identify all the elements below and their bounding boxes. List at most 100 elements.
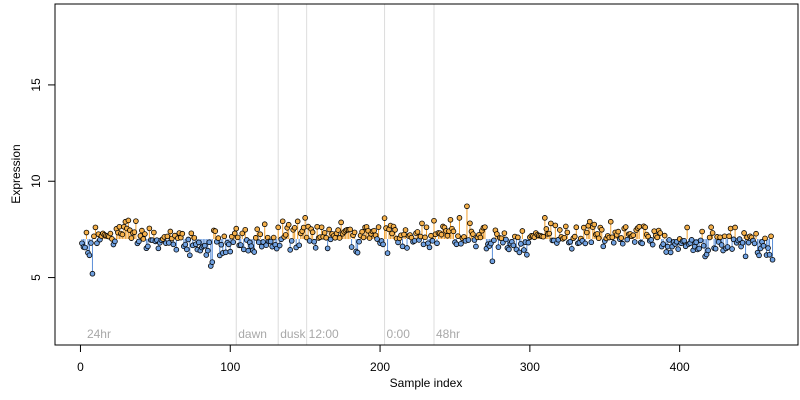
data-point xyxy=(324,245,331,252)
data-point xyxy=(515,234,521,241)
y-tick-label: 10 xyxy=(29,174,43,188)
data-point xyxy=(724,244,731,250)
data-point xyxy=(257,231,264,238)
data-point xyxy=(495,244,502,250)
data-point xyxy=(392,227,398,233)
data-point xyxy=(741,230,747,236)
annotation-label: 24hr xyxy=(87,327,111,341)
data-point xyxy=(663,249,669,255)
data-point xyxy=(453,241,460,248)
data-point xyxy=(411,238,418,244)
data-point xyxy=(318,224,325,231)
data-point xyxy=(598,226,605,233)
data-point xyxy=(768,233,774,240)
data-point xyxy=(667,249,674,256)
data-point xyxy=(708,224,714,231)
data-point xyxy=(338,219,344,226)
data-point xyxy=(510,242,517,249)
data-point xyxy=(648,237,654,243)
data-point xyxy=(252,235,259,241)
data-point xyxy=(607,218,614,225)
data-point xyxy=(727,225,734,232)
data-point xyxy=(380,241,386,248)
data-point xyxy=(546,230,553,237)
data-point xyxy=(489,258,496,265)
data-point xyxy=(182,241,189,248)
data-point xyxy=(89,270,96,277)
data-point xyxy=(684,224,690,231)
data-point xyxy=(374,236,380,242)
data-point xyxy=(234,234,241,241)
x-tick-label: 0 xyxy=(77,360,84,374)
data-point xyxy=(245,247,252,254)
data-point xyxy=(420,241,427,248)
data-point xyxy=(636,223,643,230)
data-point xyxy=(225,241,232,248)
data-point xyxy=(540,233,547,240)
data-point xyxy=(263,242,270,248)
data-point xyxy=(615,228,622,235)
data-point xyxy=(275,224,281,231)
x-axis-title: Sample index xyxy=(390,376,463,390)
data-point xyxy=(125,217,132,224)
data-point xyxy=(428,232,434,239)
data-point xyxy=(187,252,193,259)
data-point xyxy=(92,224,99,231)
data-point xyxy=(303,234,310,241)
data-point xyxy=(518,241,524,247)
data-point xyxy=(438,231,445,238)
data-point xyxy=(467,220,473,227)
data-point xyxy=(649,241,656,248)
data-point xyxy=(288,238,295,244)
data-point xyxy=(321,230,328,236)
data-point xyxy=(221,233,228,240)
data-point xyxy=(83,229,90,236)
data-point xyxy=(600,243,607,250)
data-point xyxy=(688,237,695,243)
data-point xyxy=(521,247,527,253)
data-point xyxy=(569,245,575,252)
data-point xyxy=(739,239,746,246)
data-point xyxy=(583,229,590,236)
data-point xyxy=(371,227,377,234)
x-tick-label: 300 xyxy=(520,360,540,374)
data-point xyxy=(287,247,293,253)
data-point xyxy=(404,245,410,251)
data-point xyxy=(112,238,118,245)
data-point xyxy=(631,239,638,245)
data-point xyxy=(184,246,190,253)
annotation-label: 0:00 xyxy=(387,327,411,341)
data-point xyxy=(185,236,192,243)
data-point xyxy=(700,242,707,249)
data-point xyxy=(311,238,317,245)
data-point xyxy=(335,227,341,233)
data-point xyxy=(557,227,563,233)
data-point xyxy=(188,230,195,237)
data-point xyxy=(356,238,362,245)
data-point xyxy=(270,234,277,241)
data-point xyxy=(170,241,177,248)
data-point xyxy=(519,228,526,234)
data-point xyxy=(595,235,602,242)
data-point xyxy=(699,228,705,235)
data-point xyxy=(136,238,142,245)
data-point xyxy=(300,224,307,231)
data-point xyxy=(179,230,186,237)
data-point xyxy=(419,220,425,227)
data-point xyxy=(477,234,484,241)
data-point xyxy=(267,238,274,245)
data-point xyxy=(657,230,663,236)
data-point xyxy=(201,242,208,249)
data-point xyxy=(306,238,313,244)
data-point xyxy=(447,216,454,223)
data-point xyxy=(706,234,713,241)
data-point xyxy=(323,234,329,241)
data-point xyxy=(609,234,616,241)
data-point xyxy=(360,234,367,241)
data-point xyxy=(145,243,151,250)
data-point xyxy=(414,229,421,235)
data-point xyxy=(564,229,571,236)
data-point xyxy=(516,249,523,256)
data-point xyxy=(642,224,649,231)
